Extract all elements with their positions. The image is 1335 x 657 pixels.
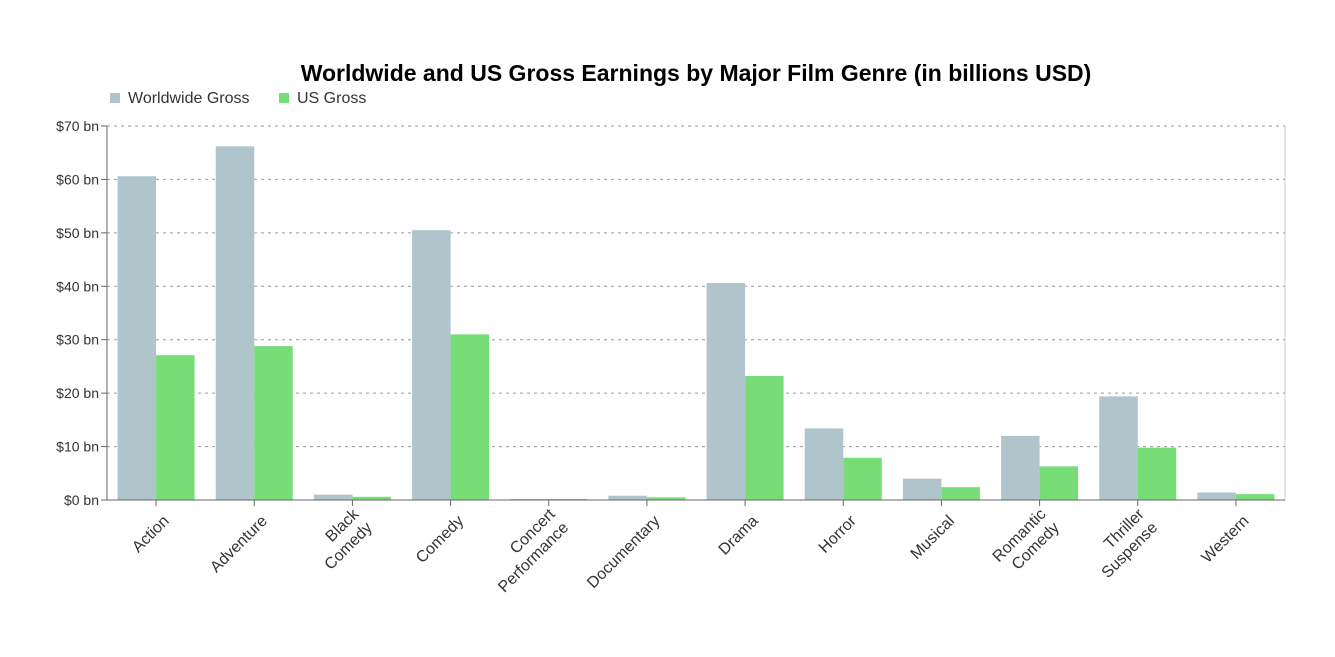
bar-worldwide	[804, 428, 844, 500]
bar-us	[1039, 466, 1079, 500]
bar-us	[254, 346, 293, 500]
bar-us	[843, 457, 882, 500]
x-tick-label: Western	[1199, 513, 1253, 567]
y-tick-label: $20 bn	[56, 385, 99, 401]
y-tick-label: $70 bn	[56, 118, 99, 134]
bar-worldwide	[510, 498, 549, 500]
x-tick-label: Comedy	[413, 513, 467, 567]
y-tick-label: $0 bn	[64, 492, 99, 508]
y-tick-label: $50 bn	[56, 225, 99, 241]
bar-us	[941, 487, 980, 500]
y-tick-label: $40 bn	[56, 278, 99, 294]
legend-label-worldwide: Worldwide Gross	[128, 90, 250, 107]
legend: Worldwide Gross US Gross	[110, 90, 366, 107]
legend-swatch-us	[279, 93, 289, 103]
y-tick-label: $10 bn	[56, 439, 99, 455]
x-axis: Action Adventure BlackComedy Comedy ConcertP…	[107, 499, 1285, 596]
x-tick-label: Horror	[816, 512, 861, 557]
bar-us	[548, 498, 588, 500]
bars	[117, 146, 1275, 501]
bar-us	[450, 334, 490, 500]
x-tick-label: Documentary	[584, 513, 663, 592]
x-tick-label: Action	[129, 513, 172, 556]
chart-title: Worldwide and US Gross Earnings by Major…	[301, 60, 1092, 86]
x-tick-label: ConcertPerformance	[482, 505, 573, 596]
x-tick-label: ThrillerSuspense	[1085, 505, 1161, 581]
bar-worldwide	[117, 176, 157, 501]
bar-worldwide	[706, 283, 746, 500]
x-tick-label: BlackComedy	[308, 505, 376, 573]
bar-us	[1235, 494, 1275, 500]
y-tick-label: $60 bn	[56, 171, 99, 187]
legend-swatch-worldwide	[110, 93, 120, 103]
bar-worldwide	[215, 146, 255, 500]
bar-worldwide	[412, 230, 451, 500]
bar-us	[646, 497, 686, 500]
bar-worldwide	[313, 494, 353, 500]
bar-worldwide	[608, 495, 647, 500]
x-tick-label: Adventure	[207, 513, 271, 577]
bar-us	[745, 376, 784, 500]
bar-worldwide	[902, 478, 942, 500]
legend-label-us: US Gross	[297, 90, 366, 107]
bar-us	[1137, 447, 1177, 500]
bar-us	[352, 496, 391, 500]
x-tick-label: Drama	[716, 513, 762, 559]
bar-worldwide	[1099, 396, 1138, 500]
y-tick-label: $30 bn	[56, 332, 99, 348]
x-tick-label: RomanticComedy	[990, 506, 1063, 579]
bar-us	[156, 355, 195, 500]
bar-worldwide	[1197, 492, 1236, 500]
y-axis: $0 bn $10 bn $20 bn $30 bn $40 bn $50 bn $60 b…	[56, 118, 108, 508]
gridlines	[107, 125, 1286, 500]
x-tick-label: Musical	[908, 513, 958, 563]
bar-worldwide	[1001, 435, 1040, 500]
